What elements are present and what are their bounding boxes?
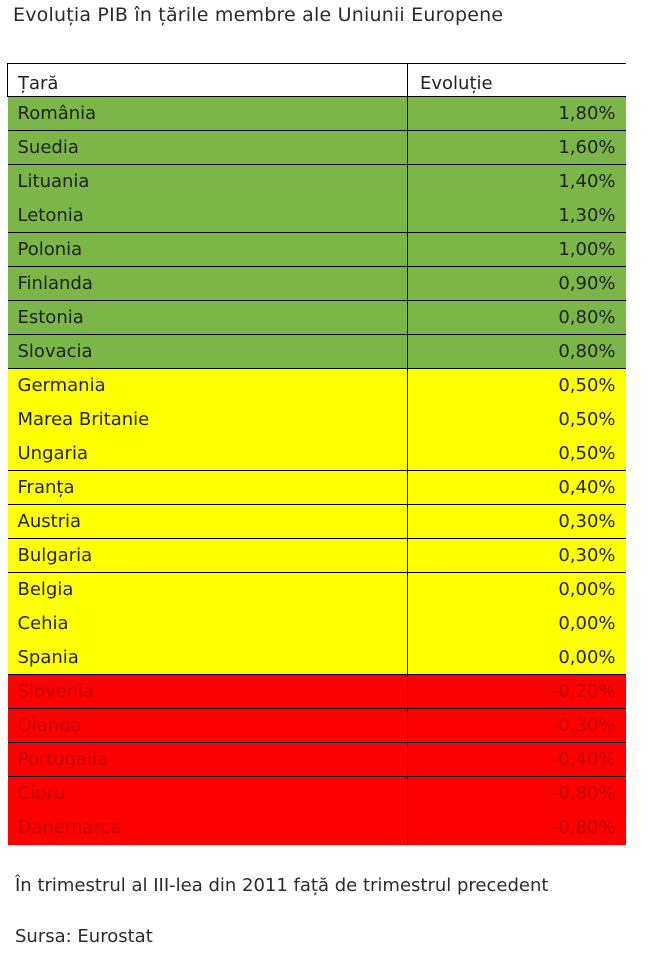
evolution-cell: 1,40% bbox=[407, 164, 626, 199]
evolution-cell: 0,00% bbox=[407, 572, 626, 607]
country-cell: Cehia bbox=[7, 606, 408, 641]
table-row: Spania 0,00% bbox=[7, 640, 626, 675]
country-cell: Portugalia bbox=[7, 742, 408, 777]
column-header-evolution: Evoluție bbox=[407, 63, 626, 97]
footnote: În trimestrul al III-lea din 2011 față d… bbox=[15, 875, 549, 896]
page-title: Evoluția PIB în țările membre ale Uniuni… bbox=[13, 4, 504, 26]
table-row: Olanda -0,30% bbox=[7, 708, 626, 743]
evolution-cell: 0,80% bbox=[407, 300, 626, 335]
evolution-cell: 1,60% bbox=[407, 130, 626, 165]
country-cell: Slovenia bbox=[7, 674, 408, 709]
evolution-cell: 1,00% bbox=[407, 232, 626, 267]
country-cell: Lituania bbox=[7, 164, 408, 199]
table-row: Bulgaria 0,30% bbox=[7, 538, 626, 573]
table-header-row: Țară Evoluție bbox=[7, 63, 626, 97]
table-row: Belgia 0,00% bbox=[7, 572, 626, 607]
table-row: Franța 0,40% bbox=[7, 470, 626, 505]
country-cell: Germania bbox=[7, 368, 408, 403]
table-row: Slovenia -0,20% bbox=[7, 674, 626, 709]
evolution-cell: -0,80% bbox=[407, 776, 626, 811]
country-cell: Spania bbox=[7, 640, 408, 675]
table-row: Portugalia -0,40% bbox=[7, 742, 626, 777]
column-header-country: Țară bbox=[7, 63, 408, 97]
country-cell: România bbox=[7, 96, 408, 131]
table-row: Lituania 1,40% bbox=[7, 164, 626, 199]
country-cell: Danemarca bbox=[7, 810, 408, 845]
table-body: România 1,80% Suedia 1,60% Lituania 1,40% Leto… bbox=[7, 96, 626, 845]
evolution-cell: 0,30% bbox=[407, 504, 626, 539]
table-row: Marea Britanie 0,50% bbox=[7, 402, 626, 437]
table-row: România 1,80% bbox=[7, 96, 626, 131]
evolution-cell: 0,30% bbox=[407, 538, 626, 573]
country-cell: Suedia bbox=[7, 130, 408, 165]
table-row: Suedia 1,60% bbox=[7, 130, 626, 165]
evolution-cell: -0,30% bbox=[407, 708, 626, 743]
table-row: Cipru -0,80% bbox=[7, 776, 626, 811]
country-cell: Austria bbox=[7, 504, 408, 539]
table-row: Danemarca -0,80% bbox=[7, 810, 626, 845]
country-cell: Belgia bbox=[7, 572, 408, 607]
table-row: Austria 0,30% bbox=[7, 504, 626, 539]
country-cell: Franța bbox=[7, 470, 408, 505]
table-row: Polonia 1,00% bbox=[7, 232, 626, 267]
country-cell: Cipru bbox=[7, 776, 408, 811]
evolution-cell: 0,90% bbox=[407, 266, 626, 301]
country-cell: Finlanda bbox=[7, 266, 408, 301]
country-cell: Slovacia bbox=[7, 334, 408, 369]
table-row: Finlanda 0,90% bbox=[7, 266, 626, 301]
country-cell: Marea Britanie bbox=[7, 402, 408, 437]
country-cell: Bulgaria bbox=[7, 538, 408, 573]
country-cell: Olanda bbox=[7, 708, 408, 743]
evolution-cell: 0,50% bbox=[407, 402, 626, 437]
table-row: Cehia 0,00% bbox=[7, 606, 626, 641]
evolution-cell: 0,00% bbox=[407, 606, 626, 641]
source-note: Sursa: Eurostat bbox=[15, 926, 153, 947]
evolution-cell: 0,50% bbox=[407, 368, 626, 403]
country-cell: Letonia bbox=[7, 198, 408, 233]
country-cell: Polonia bbox=[7, 232, 408, 267]
evolution-cell: 0,80% bbox=[407, 334, 626, 369]
evolution-cell: 1,30% bbox=[407, 198, 626, 233]
evolution-cell: 0,40% bbox=[407, 470, 626, 505]
table-row: Germania 0,50% bbox=[7, 368, 626, 403]
table-row: Estonia 0,80% bbox=[7, 300, 626, 335]
evolution-cell: -0,20% bbox=[407, 674, 626, 709]
country-cell: Ungaria bbox=[7, 436, 408, 471]
table-row: Ungaria 0,50% bbox=[7, 436, 626, 471]
evolution-cell: 1,80% bbox=[407, 96, 626, 131]
evolution-cell: -0,40% bbox=[407, 742, 626, 777]
evolution-cell: 0,50% bbox=[407, 436, 626, 471]
table-row: Slovacia 0,80% bbox=[7, 334, 626, 369]
evolution-cell: 0,00% bbox=[407, 640, 626, 675]
gdp-table: Țară Evoluție România 1,80% Suedia 1,60% Lit… bbox=[7, 63, 626, 845]
country-cell: Estonia bbox=[7, 300, 408, 335]
table-row: Letonia 1,30% bbox=[7, 198, 626, 233]
evolution-cell: -0,80% bbox=[407, 810, 626, 845]
